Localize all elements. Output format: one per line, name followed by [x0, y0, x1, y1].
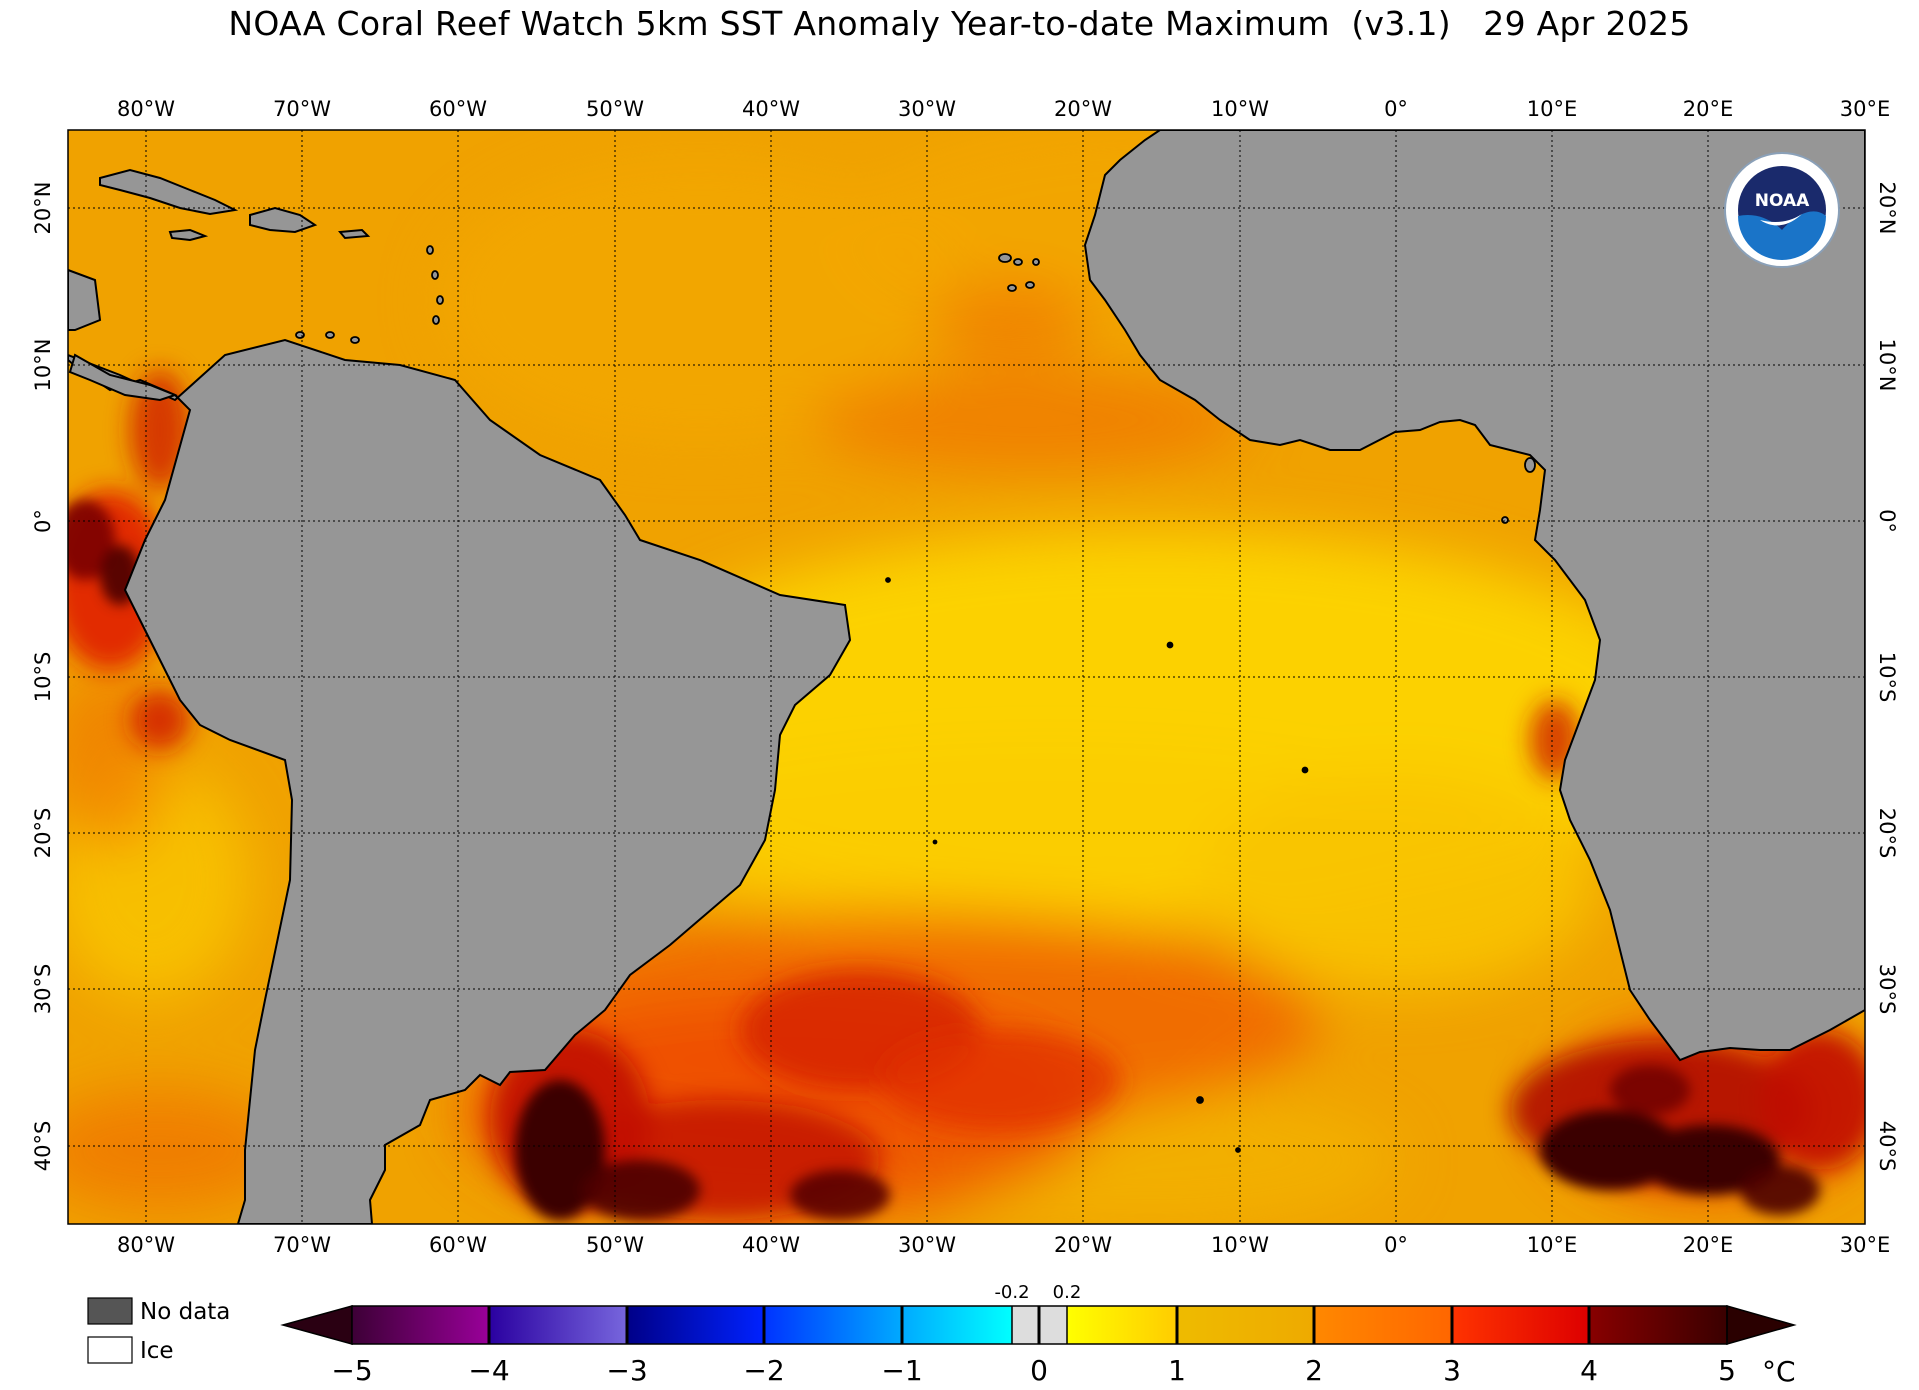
colorbar-tick: 0	[1030, 1354, 1048, 1387]
lon-label: 20°E	[1683, 1233, 1734, 1257]
colorbar-tick: 2	[1305, 1354, 1323, 1387]
colorbar-segment	[1452, 1306, 1589, 1344]
colorbar-under-arrow	[280, 1305, 353, 1345]
noaa-logo-icon: NOAA	[1724, 152, 1840, 268]
colorbar-segment	[764, 1306, 902, 1344]
lat-label: 0°	[31, 509, 55, 533]
lat-label: 40°S	[1875, 1121, 1899, 1172]
colorbar-segment	[627, 1306, 764, 1344]
colorbar-tick: 3	[1443, 1354, 1461, 1387]
lat-label: 20°N	[1875, 182, 1899, 235]
no-data-label: No data	[140, 1299, 230, 1325]
colorbar-tick: 5	[1718, 1354, 1736, 1387]
lon-label: 60°W	[429, 1233, 487, 1257]
map-frame	[67, 129, 1866, 1225]
ice-label: Ice	[140, 1338, 174, 1364]
lat-label: 10°N	[31, 339, 55, 392]
lon-label: 10°W	[1211, 1233, 1269, 1257]
lat-label: 0°	[1875, 509, 1899, 533]
colorbar-tick: −3	[606, 1354, 647, 1387]
lon-label: 10°E	[1527, 1233, 1578, 1257]
graticule	[68, 130, 1865, 1224]
jamaica-land	[168, 228, 209, 242]
lat-label: 10°N	[1875, 339, 1899, 392]
no-data-swatch	[87, 1297, 133, 1325]
lon-label: 20°W	[1054, 1233, 1112, 1257]
panama-land	[68, 353, 178, 402]
lon-label: 10°W	[1211, 97, 1269, 121]
central-america-land	[68, 268, 102, 331]
lon-label: 60°W	[429, 97, 487, 121]
lon-label: 20°W	[1054, 97, 1112, 121]
colorbar-tick: 1	[1168, 1354, 1186, 1387]
south-america-land	[68, 338, 852, 1224]
lon-label: 0°	[1384, 1233, 1408, 1257]
lat-label: 40°S	[31, 1121, 55, 1172]
land	[68, 130, 1865, 1224]
africa-land	[1083, 130, 1865, 1062]
lon-label: 30°E	[1840, 1233, 1891, 1257]
colorbar-unit: °C	[1762, 1355, 1796, 1388]
colorbar: -0.2 0.2 −5 −4 −3 −2 −1 0 1 2 3 4 5 °C	[280, 1282, 1797, 1388]
lon-label: 40°W	[742, 97, 800, 121]
colorbar-small-tick: -0.2	[994, 1282, 1029, 1303]
colorbar-tick: −2	[743, 1354, 784, 1387]
colorbar-small-tick: 0.2	[1053, 1282, 1082, 1303]
colorbar-segment	[489, 1306, 627, 1344]
colorbar-segment	[1067, 1306, 1177, 1344]
lon-label: 30°E	[1840, 97, 1891, 121]
longitude-labels-top: 80°W 70°W 60°W 50°W 40°W 30°W 20°W 10°W …	[117, 97, 1890, 121]
colorbar-segment	[902, 1306, 1012, 1344]
lat-label: 30°S	[1875, 964, 1899, 1015]
lat-label: 30°S	[31, 964, 55, 1015]
colorbar-segment	[1177, 1306, 1314, 1344]
lon-label: 70°W	[273, 1233, 331, 1257]
lat-label: 20°S	[1875, 808, 1899, 859]
legend: No data Ice	[87, 1297, 230, 1364]
lon-label: 40°W	[742, 1233, 800, 1257]
map-title: NOAA Coral Reef Watch 5km SST Anomaly Ye…	[228, 4, 1691, 43]
ice-swatch	[87, 1336, 133, 1364]
latitude-labels-right: 20°N 10°N 0° 10°S 20°S 30°S 40°S	[1875, 182, 1899, 1172]
lon-label: 80°W	[117, 97, 175, 121]
colorbar-tick: −4	[468, 1354, 509, 1387]
hispaniola-land	[249, 206, 318, 234]
puerto-rico-land	[338, 228, 371, 240]
lon-label: 50°W	[586, 1233, 644, 1257]
lon-label: 30°W	[898, 1233, 956, 1257]
lon-label: 0°	[1384, 97, 1408, 121]
lon-label: 10°E	[1527, 97, 1578, 121]
colorbar-over-arrow	[1726, 1305, 1797, 1345]
lon-label: 50°W	[586, 97, 644, 121]
colorbar-segment	[1589, 1306, 1727, 1344]
longitude-labels-bottom: 80°W 70°W 60°W 50°W 40°W 30°W 20°W 10°W …	[117, 1233, 1890, 1257]
lon-label: 70°W	[273, 97, 331, 121]
small-islands	[295, 245, 1536, 1153]
colorbar-tick: 4	[1580, 1354, 1598, 1387]
noaa-logo-text: NOAA	[1755, 191, 1810, 211]
lon-label: 20°E	[1683, 97, 1734, 121]
lon-label: 80°W	[117, 1233, 175, 1257]
colorbar-tick: −5	[331, 1354, 372, 1387]
colorbar-tick: −1	[881, 1354, 922, 1387]
cuba-land	[99, 168, 239, 216]
colorbar-segment	[1314, 1306, 1452, 1344]
latitude-labels-left: 20°N 10°N 0° 10°S 20°S 30°S 40°S	[31, 182, 55, 1172]
colorbar-segment	[352, 1306, 489, 1344]
lat-label: 20°S	[31, 808, 55, 859]
lat-label: 10°S	[1875, 652, 1899, 703]
lat-label: 10°S	[31, 652, 55, 703]
lat-label: 20°N	[31, 182, 55, 235]
lon-label: 30°W	[898, 97, 956, 121]
